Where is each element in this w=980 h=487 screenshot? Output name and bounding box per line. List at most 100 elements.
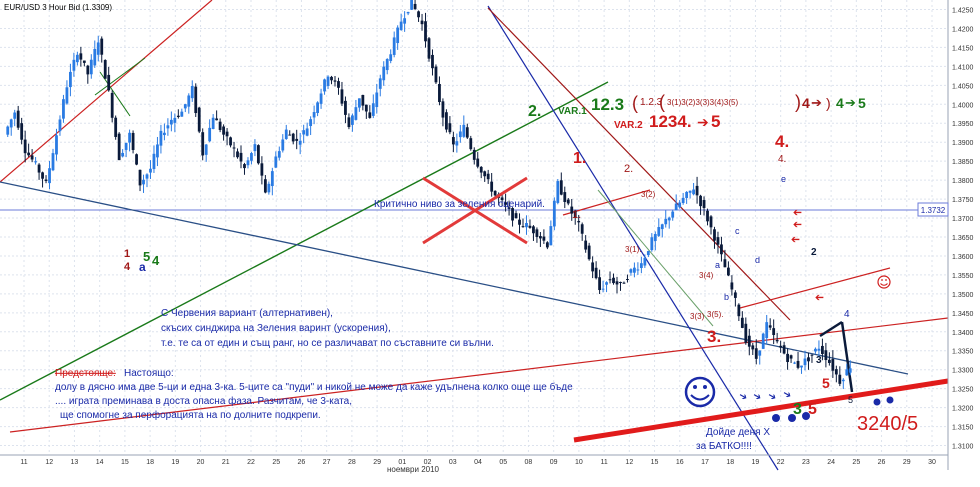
x-tick-label: 18: [726, 459, 734, 466]
candle-body: [685, 191, 689, 198]
candle-body: [542, 236, 546, 241]
candle-body: [765, 322, 769, 339]
svg-text:➔: ➔: [793, 218, 802, 230]
candle-body: [434, 66, 438, 83]
candle-body: [507, 207, 511, 209]
var1-big: 12.3: [591, 95, 624, 114]
candle-body: [13, 112, 17, 119]
candle-body: [295, 138, 299, 141]
var1-paren-close2: ): [826, 95, 831, 111]
candles: [6, 0, 852, 390]
candle-body: [737, 304, 741, 317]
candle-body: [382, 66, 386, 81]
wave-2-green: 2.: [528, 103, 541, 120]
candle-body: [608, 279, 612, 281]
candle-body: [706, 210, 709, 222]
x-tick-label: 16: [676, 459, 684, 466]
candle-body: [239, 152, 243, 162]
y-tick-label: 1.3100: [952, 444, 974, 451]
wave-2-red: 2.: [624, 163, 633, 175]
x-tick-label: 19: [171, 459, 179, 466]
candle-body: [646, 251, 650, 256]
candle-body: [263, 179, 267, 193]
x-tick-label: 23: [802, 459, 810, 466]
candle-body: [587, 245, 591, 260]
x-tick-label: 12: [45, 459, 53, 466]
candle-body: [302, 130, 306, 135]
wave-3-4: 3(4): [699, 271, 714, 280]
red-variant-line3: т.е. те са от един и същ ранг, но се раз…: [161, 338, 494, 349]
candle-body: [27, 152, 31, 156]
var2-5: 5: [711, 112, 720, 131]
candle-body: [525, 222, 528, 228]
candle-body: [389, 54, 393, 61]
x-tick-label: 25: [852, 459, 860, 466]
candle-body: [629, 269, 633, 273]
wave-b: b: [724, 292, 729, 302]
candle-body: [55, 135, 58, 155]
candle-body: [490, 181, 494, 192]
candle-body: [535, 229, 539, 237]
candle-body: [744, 323, 748, 343]
candle-body: [229, 137, 232, 146]
red-channel-lower: [562, 189, 651, 216]
candle-body: [681, 197, 685, 204]
candle-body: [403, 18, 407, 24]
y-tick-label: 1.4050: [952, 83, 974, 90]
red-channel-upper: [0, 0, 213, 183]
candle-body: [573, 210, 577, 218]
wave-c: c: [735, 226, 740, 236]
candle-body: [486, 173, 490, 180]
candle-body: [772, 328, 776, 336]
candle-body: [364, 104, 368, 112]
candle-body: [410, 0, 413, 10]
candle-body: [427, 38, 431, 59]
candle-body: [514, 213, 518, 219]
candle-body: [79, 53, 83, 60]
candle-body: [16, 110, 20, 128]
candle-body: [591, 262, 595, 272]
wave-1-small: 1.: [572, 209, 581, 221]
candle-body: [82, 60, 86, 63]
black-wave-b: [840, 321, 854, 393]
candle-body: [344, 100, 347, 115]
y-tick-label: 1.4100: [952, 64, 974, 71]
red-lower-line: [9, 317, 949, 433]
candle-body: [438, 83, 441, 103]
candle-body: [93, 48, 97, 66]
y-tick-label: 1.3400: [952, 330, 974, 337]
thick-red-floor: [573, 378, 949, 443]
var1-inner: 1.2.3: [640, 97, 663, 108]
y-tick-label: 1.4200: [952, 26, 974, 33]
candle-body: [337, 81, 340, 88]
y-tick-label: 1.3500: [952, 292, 974, 299]
candle-body: [688, 190, 692, 193]
candle-body: [243, 164, 246, 169]
y-tick-label: 1.3850: [952, 159, 974, 166]
red-variant-line1: С Червения вариант (алтернативен),: [161, 308, 333, 319]
candle-body: [469, 138, 473, 150]
candle-body: [361, 94, 365, 106]
candle-body: [166, 125, 170, 129]
candle-body: [834, 369, 838, 375]
candle-body: [445, 112, 448, 130]
candle-body: [250, 153, 253, 161]
candle-body: [789, 355, 793, 359]
var1-arrow: ➔: [811, 95, 822, 110]
x-tick-label: 13: [71, 459, 79, 466]
blue-channel: [487, 5, 779, 471]
candle-body: [260, 163, 264, 176]
candle-body: [378, 78, 382, 89]
x-tick-label: 09: [550, 459, 558, 466]
small-smiley-icon: [877, 275, 891, 289]
candle-body: [451, 137, 455, 145]
legend-4: 4: [124, 261, 131, 273]
svg-text:➔: ➔: [815, 291, 824, 303]
x-axis-month-label: ноември 2010: [387, 465, 440, 474]
candle-body: [549, 226, 553, 246]
candle-body: [716, 237, 720, 245]
candle-body: [528, 225, 532, 228]
candle-body: [838, 374, 842, 384]
candle-body: [580, 224, 584, 234]
